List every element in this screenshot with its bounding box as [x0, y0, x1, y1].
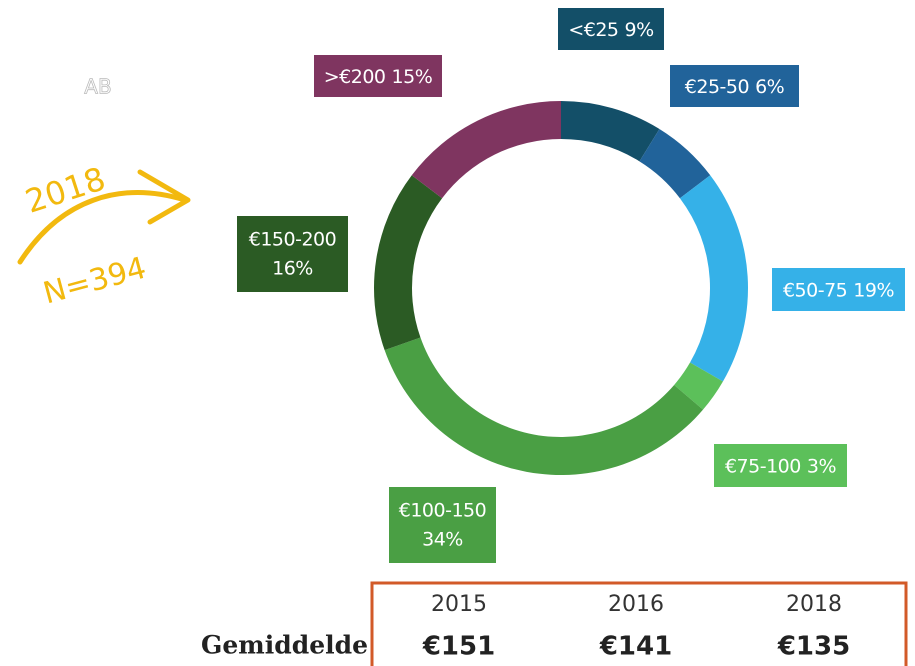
label-box	[314, 55, 442, 97]
category-label: €75-100	[725, 455, 801, 477]
table-frame	[370, 581, 908, 666]
label-box	[558, 8, 664, 50]
category-label: €50-75	[783, 279, 847, 301]
category-label: €100-150	[399, 500, 486, 522]
donut-segment	[384, 337, 704, 475]
arrow-head	[137, 169, 191, 225]
value-label: 6%	[755, 76, 784, 98]
segment-label: >€200 15%	[324, 66, 433, 88]
label-box	[389, 487, 496, 563]
value-label: 19%	[853, 279, 894, 301]
segment-label: €25-50 6%	[685, 76, 784, 98]
donut	[374, 101, 749, 475]
arrow	[17, 190, 188, 265]
category-label: €25-50	[685, 76, 749, 98]
donut-segment	[674, 362, 723, 410]
value-label: 16%	[272, 258, 313, 280]
table-cell: €141	[599, 632, 672, 662]
watermark: AB	[84, 75, 111, 99]
segment-label: €75-100 3%	[725, 455, 836, 477]
labels: <€25 9% €25-50 6% €50-75 19% €75-100 3% €100-150…	[237, 8, 905, 563]
label-box	[670, 65, 799, 107]
segment-label: <€25 9%	[568, 19, 653, 41]
row-label: Gemiddelde	[201, 631, 368, 660]
table-header: 2016	[608, 592, 664, 617]
donut-segment	[639, 129, 711, 199]
label-box	[237, 216, 348, 292]
table-header: 2015	[431, 592, 487, 617]
donut-segment	[374, 175, 443, 351]
value-label: 15%	[392, 66, 433, 88]
donut-segment	[561, 101, 660, 162]
category-label: €150-200	[249, 229, 336, 251]
annotation-n: N=394	[40, 251, 150, 312]
category-label: >€200	[324, 66, 386, 88]
value-label: 9%	[625, 19, 654, 41]
donut-segment	[411, 101, 561, 199]
donut-segment	[679, 175, 749, 382]
label-box	[772, 268, 905, 311]
table-cell: €135	[777, 632, 850, 662]
category-label: <€25	[568, 19, 618, 41]
table-cell: €151	[422, 632, 495, 662]
label-box	[714, 444, 847, 487]
value-label: 3%	[807, 455, 836, 477]
table-header: 2018	[786, 592, 842, 617]
segment-label: €50-75 19%	[783, 279, 894, 301]
value-label: 34%	[422, 529, 463, 551]
